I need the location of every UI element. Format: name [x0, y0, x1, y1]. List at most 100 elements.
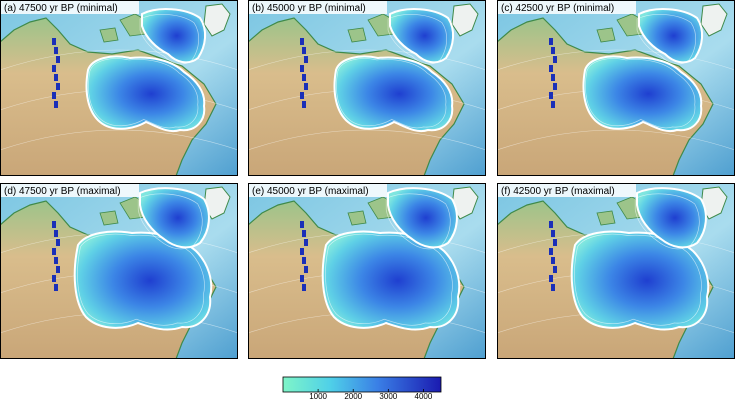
cordilleran-ice [549, 275, 553, 282]
label-bg [498, 1, 636, 14]
cordilleran-ice [52, 248, 56, 255]
cordilleran-ice [549, 92, 553, 99]
cordilleran-ice [551, 230, 555, 237]
cordilleran-ice [54, 101, 58, 108]
panel-label: (b) 45000 yr BP (minimal) [252, 3, 366, 14]
cordilleran-ice [56, 239, 60, 246]
map-content [497, 0, 735, 176]
graticule [248, 129, 486, 151]
map-content [497, 183, 735, 359]
cordilleran-ice [54, 257, 58, 264]
cordilleran-ice [549, 38, 553, 45]
cordilleran-ice [300, 65, 304, 72]
colorbar-fill [282, 376, 442, 393]
ice-contour [574, 233, 702, 326]
cordilleran-ice [302, 47, 306, 54]
cordilleran-ice [304, 56, 308, 63]
map-panel: (d) 47500 yr BP (maximal) [0, 183, 238, 359]
cordilleran-ice [300, 221, 304, 228]
map-panel: (c) 42500 yr BP (minimal) [497, 0, 735, 176]
arctic-islands [596, 13, 648, 43]
map-panel: (a) 47500 yr BP (minimal) [0, 0, 238, 176]
ice-sheet [570, 230, 710, 331]
ice-sheet [387, 187, 458, 249]
cordilleran-ice [304, 239, 308, 246]
cordilleran-ice [551, 257, 555, 264]
cordilleran-ice [54, 284, 58, 291]
colorbar-tick-label: 2000 [344, 392, 362, 400]
cordilleran-ice [302, 257, 306, 264]
ice-contour [77, 233, 205, 326]
panel-label: (d) 47500 yr BP (maximal) [4, 186, 121, 197]
label-bg [249, 1, 387, 14]
cordilleran-ice [549, 65, 553, 72]
map-content [0, 183, 238, 359]
cordilleran-ice [302, 284, 306, 291]
cordilleran-ice [52, 38, 56, 45]
ice-sheet [638, 8, 703, 64]
panel-label: (e) 45000 yr BP (maximal) [252, 186, 369, 197]
map-panel: (b) 45000 yr BP (minimal) [248, 0, 486, 176]
ice-contour [585, 58, 696, 129]
map-panel: (f) 42500 yr BP (maximal) [497, 183, 735, 359]
ice-contour [336, 58, 447, 129]
ice-contour [634, 193, 700, 250]
panel-label: (c) 42500 yr BP (minimal) [501, 3, 614, 14]
panel-border [0, 0, 238, 176]
cordilleran-ice [56, 83, 60, 90]
ice-sheet [333, 55, 454, 132]
cordilleran-ice [304, 266, 308, 273]
ice-sheet [582, 55, 703, 132]
map-content [248, 183, 486, 359]
label-bg [1, 184, 139, 197]
ice-contour [88, 58, 199, 129]
cordilleran-ice [553, 239, 557, 246]
cordilleran-ice [300, 248, 304, 255]
colorbar-tick-label: 3000 [379, 392, 397, 400]
panel-border [248, 0, 486, 176]
cordilleran-ice [52, 65, 56, 72]
cordilleran-ice [549, 221, 553, 228]
label-bg [249, 184, 387, 197]
ice-contour [385, 193, 451, 250]
cordilleran-ice [300, 92, 304, 99]
cordilleran-ice [302, 101, 306, 108]
cordilleran-ice [551, 284, 555, 291]
ice-sheet [73, 230, 213, 331]
cordilleran-ice [52, 221, 56, 228]
ice-contour [139, 14, 199, 65]
cordilleran-ice [549, 248, 553, 255]
ice-contour [387, 14, 447, 65]
ice-contour [325, 233, 453, 326]
cordilleran-ice [553, 266, 557, 273]
ice-sheet [141, 8, 206, 64]
cordilleran-ice [56, 56, 60, 63]
cordilleran-ice [304, 83, 308, 90]
cordilleran-ice [553, 56, 557, 63]
ice-contour [137, 193, 203, 250]
graticule [0, 129, 238, 151]
cordilleran-ice [54, 230, 58, 237]
label-bg [1, 1, 139, 14]
cordilleran-ice [551, 74, 555, 81]
cordilleran-ice [52, 92, 56, 99]
cordilleran-ice [300, 38, 304, 45]
graticule [248, 49, 486, 71]
colorbar-tick-label: 4000 [415, 392, 433, 400]
panel-border [248, 183, 486, 359]
graticule [0, 49, 238, 71]
cordilleran-ice [551, 47, 555, 54]
cordilleran-ice [300, 275, 304, 282]
panel-label: (f) 42500 yr BP (maximal) [501, 186, 615, 197]
cordilleran-ice [52, 275, 56, 282]
ice-sheet [85, 55, 206, 132]
ice-contour [636, 14, 696, 65]
panel-label: (a) 47500 yr BP (minimal) [4, 3, 118, 14]
cordilleran-ice [56, 266, 60, 273]
colorbar: 1000 2000 3000 4000 [282, 376, 442, 401]
graticule [497, 129, 735, 151]
cordilleran-ice [54, 47, 58, 54]
map-content [248, 0, 486, 176]
cordilleran-ice [551, 101, 555, 108]
